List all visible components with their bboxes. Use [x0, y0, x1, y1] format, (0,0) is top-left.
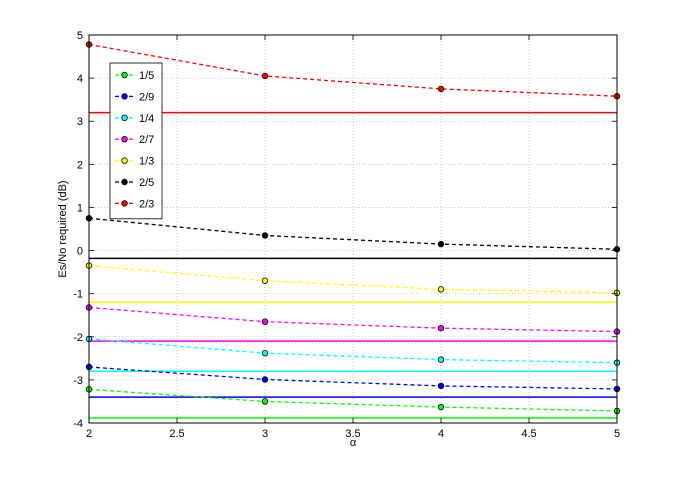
legend-entry-label: 1/3 [139, 156, 154, 168]
legend-swatch-marker [121, 93, 128, 100]
y-tick-label: -3 [73, 375, 83, 387]
x-tick-label: 5 [614, 428, 620, 440]
x-tick-label: 2 [86, 428, 92, 440]
data-point [261, 72, 269, 80]
data-point [437, 324, 445, 332]
data-point [261, 376, 269, 383]
y-tick-label: 4 [77, 73, 83, 85]
data-point [261, 398, 269, 405]
axis-ticks [88, 34, 618, 424]
y-axis-label: Es/No required (dB) [57, 180, 69, 277]
legend-entry-label: 1/5 [139, 70, 154, 82]
x-tick-label: 4.5 [521, 428, 536, 440]
x-tick-label: 4 [438, 428, 444, 440]
legend-swatch-marker [121, 135, 128, 143]
data-point [261, 318, 269, 325]
legend-swatch-marker [121, 114, 128, 121]
x-tick-labels: 2 2.5 3 3.5 4 4.5 5 [86, 428, 620, 440]
y-tick-labels: -4 -3 -2 -1 0 1 2 3 4 5 [73, 30, 83, 430]
y-tick-label: 3 [77, 116, 83, 128]
grid [89, 35, 617, 423]
x-axis-label: α [350, 437, 357, 449]
legend-entry-label: 2/3 [139, 198, 154, 210]
legend-entry-label: 2/5 [139, 177, 154, 189]
legend-swatch-marker [121, 178, 128, 186]
data-point [437, 286, 445, 293]
y-tick-label: 1 [77, 202, 83, 214]
data-point [437, 240, 445, 248]
x-tick-label: 3.5 [345, 428, 360, 440]
data-point [437, 403, 445, 411]
data-point [261, 349, 269, 357]
data-point [261, 277, 269, 284]
x-tick-label: 2.5 [169, 428, 184, 440]
legend-entry-label: 2/9 [139, 91, 154, 103]
y-tick-label: -2 [73, 332, 83, 344]
y-tick-label: -1 [73, 289, 83, 301]
y-tick-label: -4 [73, 418, 83, 430]
x-tick-label: 3 [262, 428, 268, 440]
data-point [437, 356, 445, 363]
data-point [437, 382, 445, 390]
legend: 1/5 2/9 1/4 2/7 1/3 2/5 2/3 [109, 62, 163, 220]
reference-lines [89, 111, 617, 419]
data-point [437, 85, 445, 93]
series-line [88, 217, 618, 250]
series-lines [88, 43, 618, 412]
series-line [88, 43, 618, 97]
y-tick-label: 2 [77, 159, 83, 171]
legend-swatch-marker [121, 200, 128, 207]
y-tick-label: 5 [77, 30, 83, 42]
legend-swatch-marker [121, 157, 128, 164]
legend-box [109, 62, 163, 220]
legend-entry-label: 1/4 [139, 113, 154, 125]
plot-background [89, 35, 617, 423]
legend-entry-label: 2/7 [139, 134, 154, 146]
legend-swatch-marker [121, 71, 128, 79]
y-tick-label: 0 [77, 246, 83, 258]
data-point [261, 232, 269, 239]
